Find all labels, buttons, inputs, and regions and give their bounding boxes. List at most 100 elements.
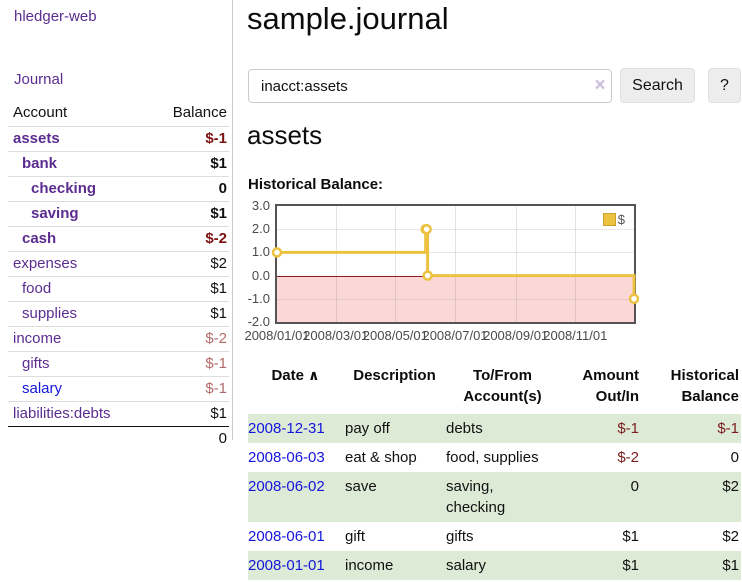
sidebar-account-cell: income: [8, 326, 148, 352]
legend-swatch-icon: [602, 213, 616, 226]
sidebar-account-balance: $2: [147, 251, 229, 277]
sidebar-account-link[interactable]: assets: [13, 130, 60, 147]
txn-description: gift: [345, 528, 366, 545]
clear-search-icon[interactable]: ×: [594, 75, 606, 96]
sidebar-account-balance: $1: [147, 276, 229, 302]
txn-balance: $-1: [641, 414, 741, 443]
sidebar-account-cell: supplies: [8, 301, 148, 327]
sidebar-account-balance: $-2: [147, 226, 229, 252]
sidebar-account-link[interactable]: income: [13, 330, 62, 347]
txn-balance: $1: [641, 551, 741, 580]
chart-horizontal-gridline: [277, 229, 634, 230]
sidebar-account-cell: assets: [8, 126, 148, 152]
sidebar-account-balance: $1: [147, 301, 229, 327]
sidebar-item-journal[interactable]: Journal: [14, 71, 64, 88]
help-button[interactable]: ?: [708, 68, 741, 103]
txn-date-link[interactable]: 2008-06-03: [248, 449, 325, 466]
sidebar-account-cell: checking: [8, 176, 148, 202]
sidebar-total-row: 0: [8, 426, 229, 451]
sidebar-account-cell: gifts: [8, 351, 148, 377]
txn-date-link[interactable]: 2008-01-01: [248, 557, 325, 574]
sidebar-account-row: assets $-1: [8, 126, 229, 152]
sidebar-account-link[interactable]: liabilities:debts: [13, 405, 111, 422]
txn-date-link[interactable]: 2008-12-31: [248, 420, 325, 437]
chart-plot-area: [271, 206, 640, 322]
table-row: 2008-01-01 income salary $1 $1: [248, 551, 741, 580]
app-title-link[interactable]: hledger-web: [14, 8, 97, 25]
data-point-marker: [271, 247, 283, 258]
sidebar-account-row: supplies $1: [8, 301, 229, 327]
txn-date-cell: 2008-01-01: [248, 551, 345, 580]
sidebar-account-row: cash $-2: [8, 226, 229, 252]
txn-date-cell: 2008-06-01: [248, 522, 345, 551]
sidebar-account-link[interactable]: checking: [31, 180, 97, 197]
sidebar-account-row: bank $1: [8, 151, 229, 177]
y-axis-tick-label: -1.0: [247, 290, 270, 306]
chart-horizontal-gridline: [277, 252, 634, 253]
legend-label: $: [617, 212, 625, 227]
account-column-header: Account: [13, 104, 68, 121]
sidebar-account-link[interactable]: supplies: [22, 305, 78, 322]
txn-date-cell: 2008-06-03: [248, 443, 345, 472]
x-axis-tick-label: 2008/09/01: [483, 328, 549, 343]
data-point-marker: [422, 270, 433, 281]
txn-accounts: salary: [446, 551, 561, 580]
register-body: 2008-12-31 pay off debts $-1 $-1 2008-06-03 ea…: [248, 414, 741, 580]
txn-date-cell: 2008-12-31: [248, 414, 345, 443]
y-axis-tick-label: 1.0: [251, 244, 270, 260]
x-axis-tick-label: 2008/03/01: [303, 328, 369, 343]
x-axis-tick-label: 2008/01/01: [244, 328, 310, 343]
chart-vertical-gridline: [516, 206, 517, 322]
sidebar-account-link[interactable]: expenses: [13, 255, 78, 272]
sidebar-account-cell: food: [8, 276, 148, 302]
y-axis-tick-label: 3.0: [251, 198, 270, 213]
search-input[interactable]: [248, 69, 612, 103]
table-row: 2008-06-02 save saving, checking 0 $2: [248, 472, 741, 522]
txn-amount: $1: [622, 528, 639, 545]
txn-date-link[interactable]: 2008-06-01: [248, 528, 325, 545]
txn-date-cell: 2008-06-02: [248, 472, 345, 522]
sidebar-account-balance: 0: [147, 176, 229, 202]
chart-series: [271, 223, 640, 305]
chart-legend: $: [600, 211, 627, 228]
data-point-marker: [628, 293, 640, 305]
sidebar-account-cell: cash: [8, 226, 148, 252]
balance-step-line: [277, 227, 636, 299]
data-point-marker: [421, 223, 432, 235]
sidebar-account-balance: $-1: [147, 126, 229, 152]
sidebar-accounts-table: Account Balance assets $-1 bank $1 checking 0…: [8, 100, 229, 451]
sidebar-accounts-body: assets $-1 bank $1 checking 0 saving $1 cash $-2 e…: [8, 126, 229, 427]
txn-amount: $-1: [561, 414, 641, 443]
sidebar-account-link[interactable]: salary: [22, 380, 63, 397]
chart-plot: $: [271, 204, 640, 324]
sidebar-account-link[interactable]: cash: [22, 230, 57, 247]
sidebar-account-row: gifts $-1: [8, 351, 229, 377]
sidebar-account-link[interactable]: food: [22, 280, 52, 297]
balance-column-header: Balance: [172, 104, 227, 121]
col-header-date[interactable]: Date ∧: [271, 367, 320, 384]
txn-balance: $2: [641, 472, 741, 522]
txn-description: save: [345, 472, 446, 522]
txn-balance: $2: [722, 528, 739, 545]
search-button[interactable]: Search: [620, 68, 695, 103]
sidebar-account-row: salary $-1: [8, 376, 229, 402]
sidebar-account-link[interactable]: bank: [22, 155, 58, 172]
txn-accounts: food, supplies: [446, 449, 539, 466]
sidebar-total-spacer: [8, 426, 148, 451]
txn-balance: 0: [730, 449, 739, 466]
sidebar-account-balance: $1: [147, 151, 229, 177]
txn-date-link[interactable]: 2008-06-02: [248, 478, 325, 495]
col-header-amount: Amount Out/In: [582, 367, 639, 405]
sidebar-account-row: liabilities:debts $1: [8, 401, 229, 427]
sidebar-divider: [232, 0, 233, 440]
txn-amount: 0: [561, 472, 641, 522]
txn-description: eat & shop: [345, 449, 417, 466]
sidebar-account-balance: $1: [147, 401, 229, 427]
y-axis-tick-label: -2.0: [247, 314, 270, 329]
sidebar-account-link[interactable]: gifts: [22, 355, 50, 372]
sidebar-account-cell: liabilities:debts: [8, 401, 148, 427]
sidebar-account-link[interactable]: saving: [31, 205, 79, 222]
sidebar-account-cell: saving: [8, 201, 148, 227]
sidebar-account-balance: $1: [147, 201, 229, 227]
sidebar-account-row: checking 0: [8, 176, 229, 202]
